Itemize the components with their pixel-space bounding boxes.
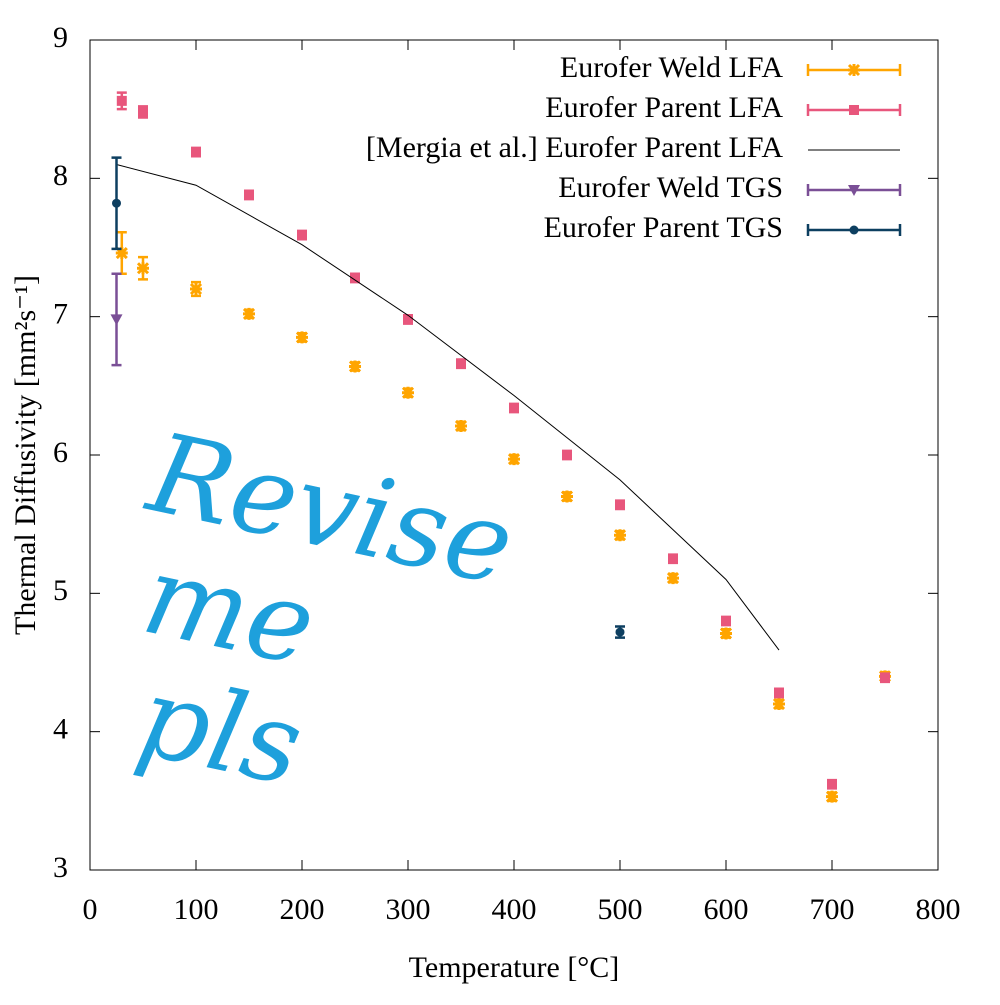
legend-label: Eurofer Parent TGS bbox=[544, 211, 783, 244]
y-tick-label: 6 bbox=[53, 436, 68, 469]
data-point bbox=[348, 360, 362, 373]
data-point bbox=[456, 358, 466, 369]
legend-marker bbox=[847, 63, 861, 77]
legend-label: [Mergia et al.] Eurofer Parent LFA bbox=[366, 131, 783, 164]
x-axis-label: Temperature [°C] bbox=[409, 951, 620, 984]
data-point bbox=[507, 453, 521, 466]
y-tick-label: 7 bbox=[53, 298, 68, 331]
data-point bbox=[668, 553, 678, 564]
data-point bbox=[242, 307, 256, 320]
data-point bbox=[454, 419, 468, 433]
data-point bbox=[509, 402, 519, 413]
x-tick-label: 800 bbox=[916, 893, 961, 926]
data-point bbox=[136, 262, 150, 275]
data-point bbox=[116, 95, 127, 106]
data-point bbox=[613, 529, 627, 542]
data-point bbox=[774, 687, 784, 698]
legend-marker bbox=[849, 105, 859, 115]
x-tick-label: 700 bbox=[810, 893, 855, 926]
data-point bbox=[401, 386, 415, 399]
y-tick-label: 5 bbox=[53, 574, 68, 607]
legend-marker bbox=[848, 185, 860, 196]
legend-label: Eurofer Weld TGS bbox=[558, 171, 783, 204]
x-tick-label: 100 bbox=[174, 893, 219, 926]
annotation: Revise me pls bbox=[87, 408, 558, 852]
data-point bbox=[350, 272, 360, 283]
data-point bbox=[191, 147, 201, 158]
data-point bbox=[880, 672, 890, 683]
data-point bbox=[721, 616, 731, 626]
x-tick-label: 200 bbox=[280, 893, 325, 926]
data-point bbox=[297, 230, 307, 241]
data-point bbox=[560, 490, 574, 503]
data-point bbox=[615, 499, 625, 510]
data-point bbox=[719, 627, 733, 640]
data-point bbox=[110, 314, 123, 326]
data-point bbox=[562, 450, 572, 460]
legend-marker bbox=[849, 225, 859, 235]
legend-label: Eurofer Weld LFA bbox=[560, 51, 783, 84]
data-point bbox=[403, 314, 413, 325]
x-tick-label: 600 bbox=[704, 893, 749, 926]
x-tick-label: 0 bbox=[83, 893, 98, 926]
data-point bbox=[295, 331, 309, 344]
y-tick-label: 8 bbox=[53, 159, 68, 192]
data-point bbox=[615, 627, 625, 637]
reference-line bbox=[116, 164, 780, 651]
x-tick-label: 400 bbox=[492, 893, 537, 926]
data-point bbox=[138, 106, 148, 117]
x-tick-label: 300 bbox=[386, 893, 431, 926]
y-tick-label: 3 bbox=[53, 851, 68, 884]
data-point bbox=[244, 189, 254, 200]
data-point bbox=[825, 790, 839, 803]
y-tick-label: 9 bbox=[53, 21, 68, 54]
data-point bbox=[112, 198, 121, 208]
data-point bbox=[115, 246, 128, 260]
legend-label: Eurofer Parent LFA bbox=[545, 91, 783, 124]
data-point bbox=[666, 572, 680, 585]
data-point bbox=[772, 697, 786, 711]
y-tick-label: 4 bbox=[53, 713, 68, 746]
data-point bbox=[189, 282, 203, 296]
x-tick-label: 500 bbox=[598, 893, 643, 926]
data-point bbox=[827, 779, 837, 790]
y-axis-label: Thermal Diffusivity [mm²s⁻¹] bbox=[9, 275, 42, 635]
